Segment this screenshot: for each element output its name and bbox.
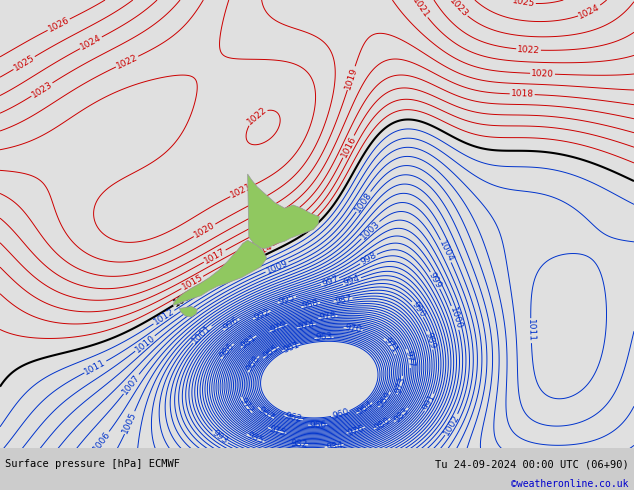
- Text: 1011: 1011: [83, 358, 108, 376]
- Text: 1022: 1022: [517, 45, 540, 55]
- Text: 1003: 1003: [359, 219, 382, 241]
- Text: 999: 999: [427, 270, 443, 290]
- Text: 974: 974: [297, 319, 316, 332]
- Text: 1021: 1021: [410, 0, 430, 20]
- Text: 1020: 1020: [192, 220, 217, 240]
- Text: 976: 976: [346, 423, 365, 438]
- Text: 1000: 1000: [448, 305, 463, 330]
- Text: 1023: 1023: [30, 80, 54, 99]
- Text: 978: 978: [319, 312, 337, 322]
- Text: 1020: 1020: [531, 69, 554, 79]
- Text: 1022: 1022: [245, 105, 268, 127]
- Text: 1014: 1014: [250, 242, 274, 260]
- Text: 980: 980: [373, 416, 392, 433]
- Text: 965: 965: [261, 343, 280, 361]
- Text: 994: 994: [342, 274, 361, 288]
- Text: 1023: 1023: [448, 0, 470, 19]
- Text: 968: 968: [244, 354, 261, 373]
- Text: 1018: 1018: [510, 89, 534, 99]
- Text: 961: 961: [281, 340, 301, 354]
- Text: 973: 973: [394, 376, 408, 395]
- Text: 983: 983: [392, 406, 411, 424]
- Text: 1002: 1002: [442, 413, 462, 437]
- Text: 984: 984: [325, 441, 343, 452]
- Text: Surface pressure [hPa] ECMWF: Surface pressure [hPa] ECMWF: [5, 459, 180, 469]
- Text: 963: 963: [315, 332, 333, 343]
- Text: 1015: 1015: [180, 273, 205, 292]
- Text: 1024: 1024: [578, 2, 602, 21]
- Text: 967: 967: [256, 405, 275, 422]
- Text: 962: 962: [284, 412, 303, 424]
- Text: 997: 997: [321, 274, 340, 289]
- Text: 1021: 1021: [229, 182, 254, 200]
- Polygon shape: [248, 174, 320, 249]
- Text: 1019: 1019: [344, 66, 359, 91]
- Text: 1010: 1010: [133, 333, 157, 354]
- Text: 986: 986: [218, 342, 236, 361]
- Text: 977: 977: [403, 349, 415, 368]
- Text: 1016: 1016: [339, 134, 358, 159]
- Text: 982: 982: [290, 439, 307, 449]
- Text: 981: 981: [239, 333, 258, 350]
- Text: 971: 971: [382, 336, 399, 355]
- Text: 1005: 1005: [121, 410, 138, 435]
- Text: ©weatheronline.co.uk: ©weatheronline.co.uk: [512, 479, 629, 489]
- Polygon shape: [174, 240, 267, 305]
- Text: 1025: 1025: [12, 53, 36, 73]
- Text: 972: 972: [237, 396, 255, 415]
- Text: 1026: 1026: [46, 15, 71, 34]
- Text: 991: 991: [422, 392, 437, 412]
- Text: 990: 990: [410, 299, 427, 319]
- Text: 966: 966: [309, 420, 327, 430]
- Text: 1024: 1024: [79, 33, 103, 52]
- Text: 970: 970: [344, 323, 363, 334]
- Text: 988: 988: [301, 298, 320, 311]
- Text: 985: 985: [246, 431, 265, 446]
- Text: 1008: 1008: [353, 190, 373, 214]
- Text: 1011: 1011: [526, 319, 536, 343]
- Text: 1009: 1009: [264, 258, 289, 276]
- Text: 1006: 1006: [91, 430, 112, 453]
- Text: 989: 989: [424, 331, 437, 350]
- Text: 1025: 1025: [512, 0, 536, 9]
- Text: 975: 975: [268, 424, 287, 438]
- Text: 1012: 1012: [152, 307, 176, 327]
- Text: 1007: 1007: [120, 372, 142, 396]
- Text: 1022: 1022: [115, 52, 139, 71]
- Text: 987: 987: [333, 294, 353, 306]
- Text: 995: 995: [277, 293, 297, 307]
- Polygon shape: [179, 306, 197, 317]
- Text: Tu 24-09-2024 00:00 UTC (06+90): Tu 24-09-2024 00:00 UTC (06+90): [435, 459, 629, 469]
- Text: 1004: 1004: [437, 239, 455, 264]
- Text: 992: 992: [252, 307, 271, 322]
- Text: 1017: 1017: [202, 246, 227, 266]
- Text: 1013: 1013: [172, 288, 198, 309]
- Text: 979: 979: [269, 320, 288, 335]
- Text: 998: 998: [359, 251, 378, 267]
- Text: 964: 964: [355, 400, 374, 417]
- Text: 969: 969: [376, 391, 394, 410]
- Text: 1001: 1001: [191, 323, 214, 345]
- Text: 996: 996: [222, 316, 241, 333]
- Text: 993: 993: [210, 429, 230, 446]
- Text: 960: 960: [331, 407, 350, 421]
